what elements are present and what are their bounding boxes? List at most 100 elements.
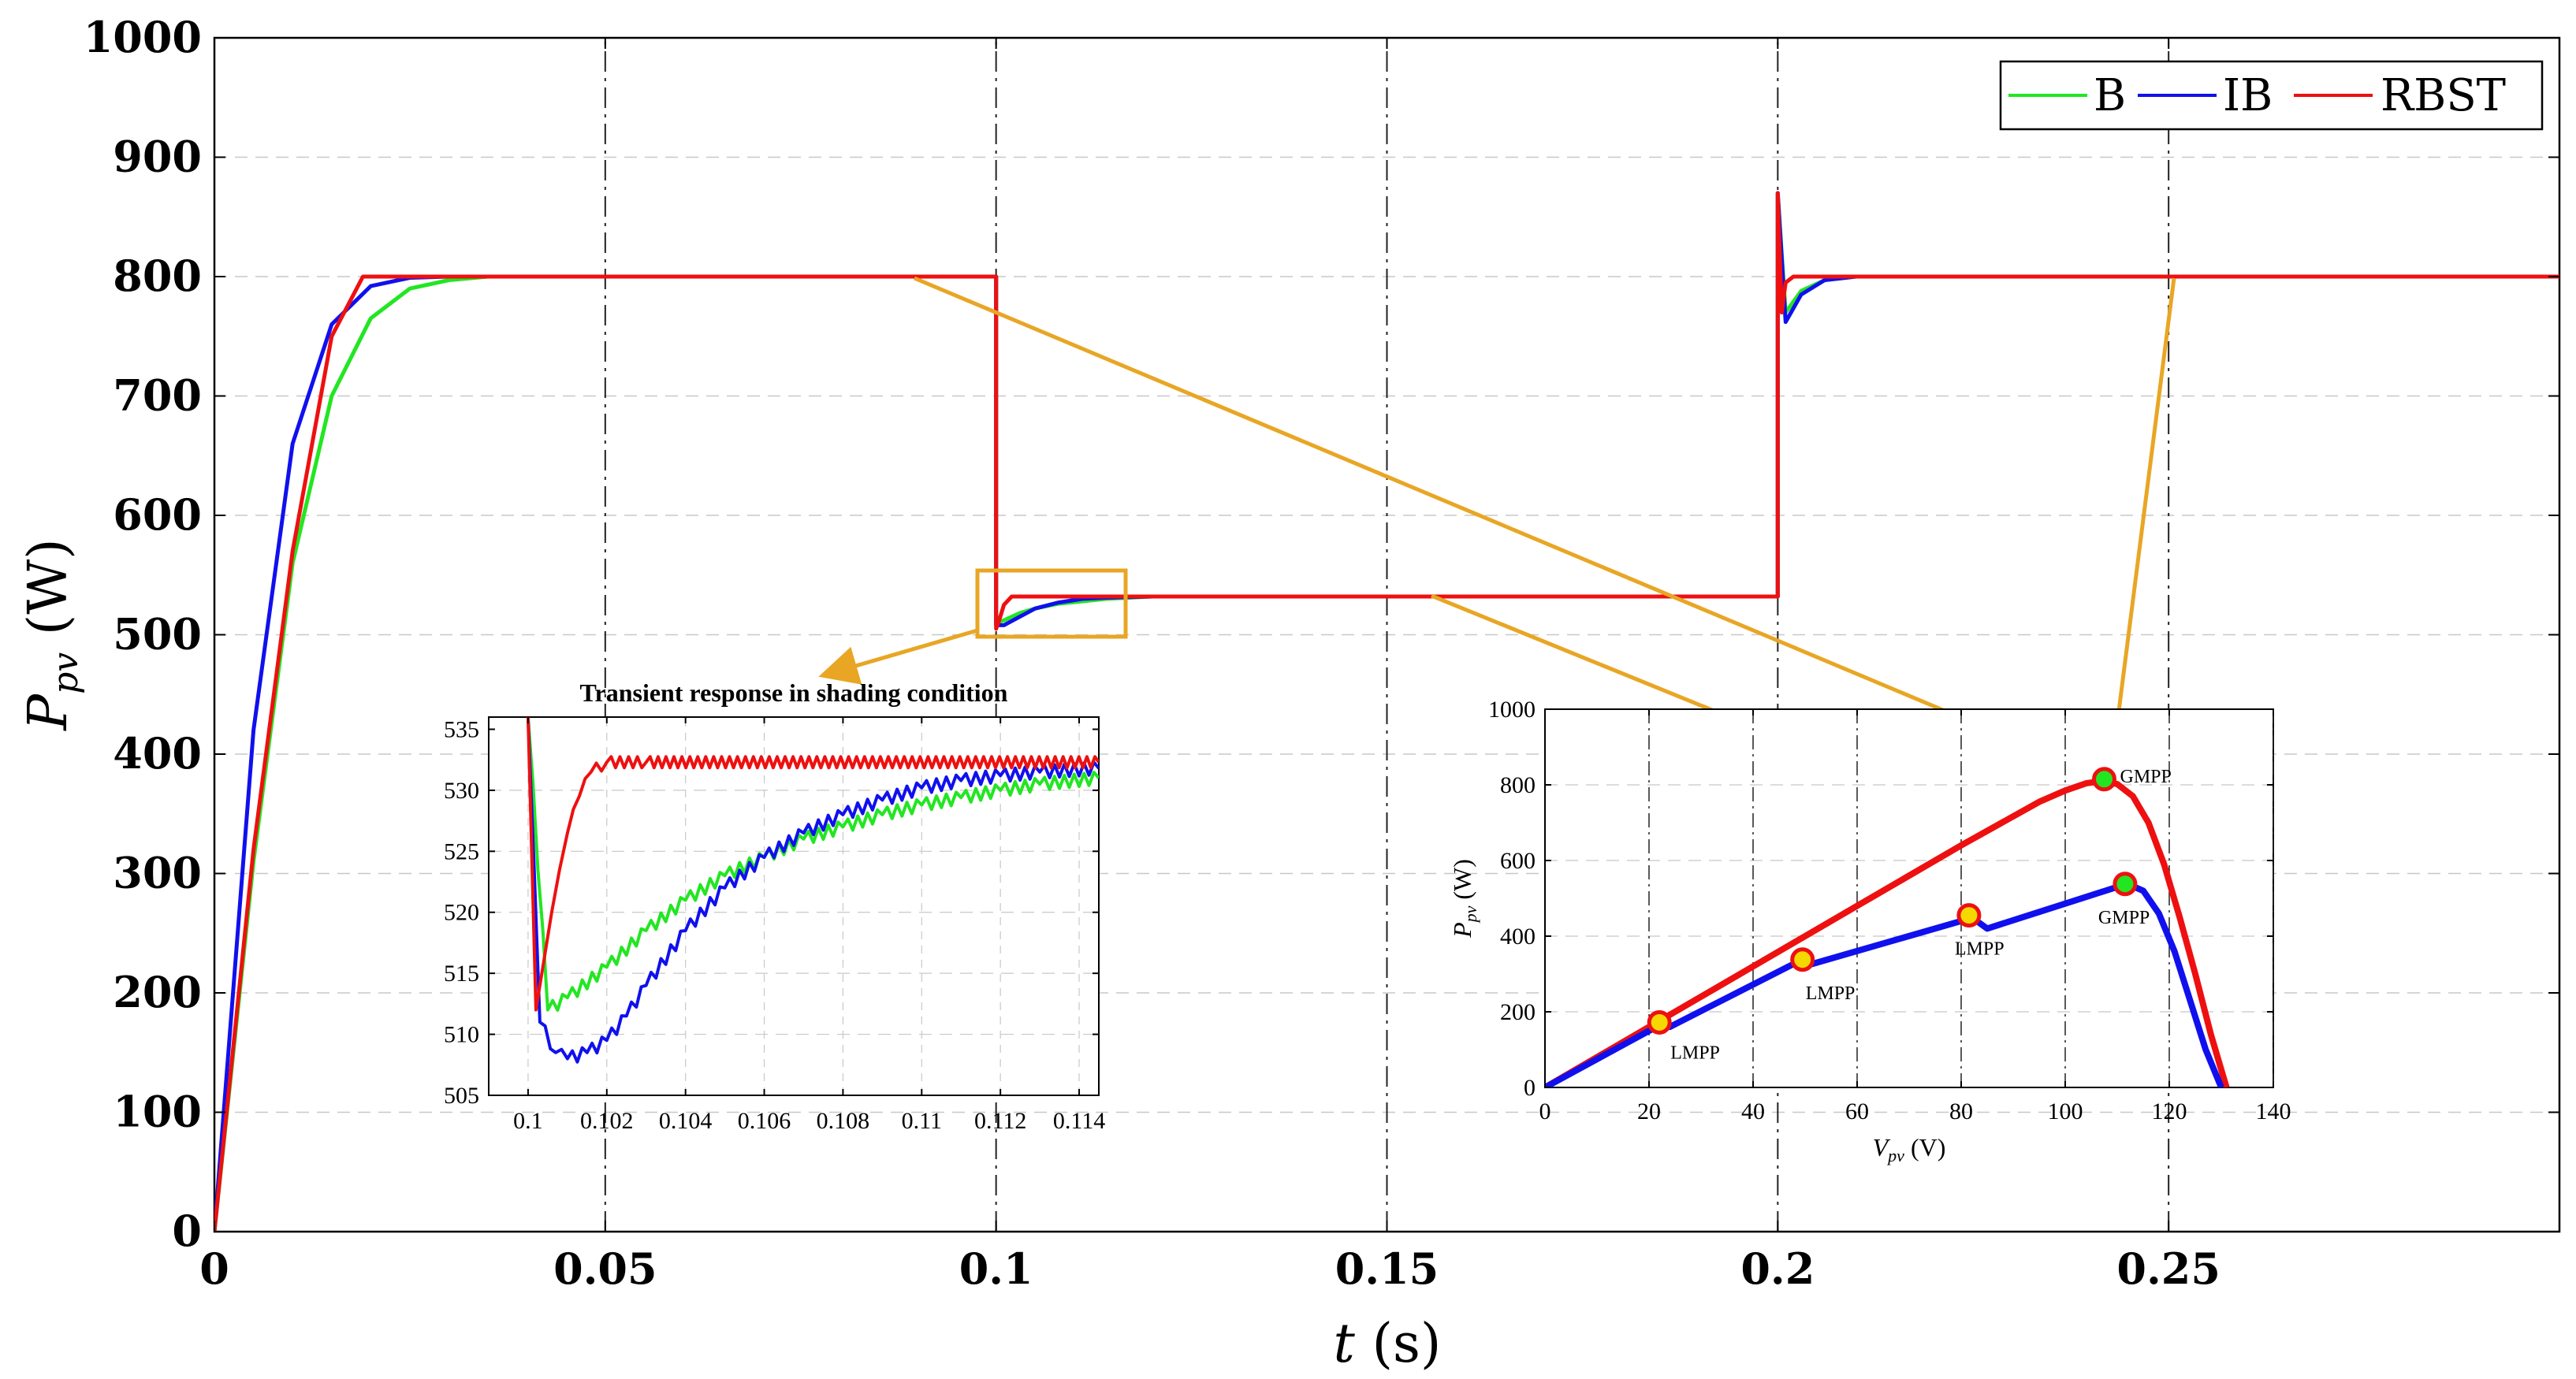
x-tick-label: 0.1 [959,1243,1033,1294]
arrow-uniform-to-gmpp [914,276,2105,781]
x-tick-label: 0.102 [580,1108,634,1134]
y-label-symbol: P [17,693,80,732]
x-tick-label: 140 [2256,1098,2291,1124]
x-tick-label: 0.25 [2116,1243,2220,1294]
arrow-zoom-to-inset [818,628,978,685]
x-tick-label: 40 [1741,1098,1765,1124]
y-tick-label: 900 [113,132,202,182]
main-chart: 0 0.05 0.1 0.15 0.2 0.25 01002003004005006007… [17,12,2561,1375]
inset-pv-x-axis-label: Vpv (V) [1873,1133,1946,1165]
mpp-label: LMPP [1806,983,1856,1004]
x-tick-label: 60 [1845,1098,1869,1124]
x-label-symbol: t [1334,1313,1356,1375]
inset-transient-series-rbst [526,717,1099,1012]
x-tick-label: 0.108 [817,1108,870,1134]
y-tick-label: 520 [444,900,479,926]
x-tick-label: 0.114 [1053,1108,1105,1134]
y-tick-label: 100 [113,1087,202,1137]
y-tick-label: 505 [444,1083,479,1109]
y-label-subscript: pv [46,652,86,694]
inset-transient-series-ib [526,717,1099,1064]
y-tick-label: 535 [444,716,479,742]
y-tick-label: 400 [113,728,202,779]
x-tick-label: 0.11 [902,1108,942,1134]
y-tick-label: 800 [113,251,202,301]
x-tick-label: 0.2 [1740,1243,1815,1294]
pv-y-label-symbol: P [1448,922,1476,939]
main-series-ib [214,191,2559,1232]
inset-transient-x-ticks: 0.1 0.102 0.104 0.106 0.108 0.11 0.112 0.114 [513,717,1105,1134]
mpp-marker [1956,903,1982,928]
pv-x-label-symbol: V [1873,1133,1891,1162]
y-tick-label: 800 [1500,772,1536,798]
x-tick-label: 0.15 [1335,1243,1439,1294]
legend: B IB RBST [1999,60,2544,131]
y-tick-label: 1000 [1488,697,1536,723]
pv-x-label-unit: (V) [1904,1133,1945,1162]
inset-pv-markers: LMPP LMPP LMPP GMPP GMPP [1647,767,2172,1063]
y-tick-label: 400 [1500,924,1536,950]
mpp-marker [1790,947,1815,972]
pv-y-label-unit: (W) [1448,859,1476,906]
arrow-recovered-to-gmpp [2097,277,2176,768]
y-tick-label: 300 [113,848,202,898]
y-tick-label: 700 [113,370,202,421]
mpp-marker [2092,767,2116,792]
x-tick-label: 0.1 [513,1108,543,1134]
y-tick-label: 1000 [84,12,202,62]
inset-transient-title: Transient response in shading condition [580,678,1008,707]
x-tick-label: 0 [199,1243,229,1294]
x-tick-label: 0.05 [553,1243,657,1294]
inset-transient-plot-area [488,716,1100,1096]
y-tick-label: 0 [172,1206,202,1256]
y-label-unit: (W) [17,538,80,652]
inset-pv-y-axis-label: Ppv (W) [1448,859,1480,939]
legend-label-RBST: RBST [2381,70,2506,121]
x-tick-label: 20 [1637,1098,1661,1124]
inset-transient-series-b [526,717,1099,1012]
mpp-label: LMPP [1670,1043,1720,1063]
main-y-axis-label: Ppv (W) [17,538,86,731]
y-tick-label: 600 [1500,848,1536,874]
inset-transient-grid [489,717,1099,1095]
legend-label-IB: IB [2223,70,2273,121]
main-x-ticks: 0 0.05 0.1 0.15 0.2 0.25 [199,38,2220,1294]
x-tick-label: 100 [2048,1098,2083,1124]
y-tick-label: 525 [444,838,479,864]
y-tick-label: 200 [113,967,202,1017]
mpp-label: GMPP [2120,767,2172,787]
y-tick-label: 510 [444,1022,479,1048]
x-label-unit: (s) [1355,1313,1442,1375]
x-tick-label: 120 [2152,1098,2187,1124]
y-tick-label: 0 [1524,1075,1536,1101]
inset-transient-series [526,717,1099,1064]
legend-label-B: B [2094,70,2126,121]
main-series-rbst [214,191,2559,1232]
zoom-region-box [975,568,1128,639]
x-tick-label: 80 [1949,1098,1973,1124]
mpp-marker [1647,1009,1672,1035]
pv-y-label-subscript: pv [1461,905,1480,924]
y-tick-label: 200 [1500,999,1536,1025]
inset-pv-x-ticks: 0 20 40 60 80 100 120 140 [1539,709,2291,1124]
x-tick-label: 0.106 [738,1108,791,1134]
inset-pv-y-ticks: 0 200 400 600 800 1000 [1488,697,2273,1101]
y-tick-label: 515 [444,961,479,987]
inset-transient-y-ticks: 505 510 515 520 525 530 535 [444,716,1099,1109]
pv-x-label-subscript: pv [1886,1146,1904,1165]
x-tick-label: 0.104 [659,1108,713,1134]
mpp-label: LMPP [1955,939,2005,960]
y-tick-label: 500 [113,609,202,660]
mpp-marker [2113,872,2138,897]
inset-transient-chart: 0.1 0.102 0.104 0.106 0.108 0.11 0.112 0.114 50… [444,678,1105,1134]
y-tick-label: 600 [113,489,202,540]
mpp-label: GMPP [2098,908,2150,928]
y-tick-label: 530 [444,778,479,804]
main-series [214,191,2559,1232]
main-x-axis-label: t (s) [1334,1313,1442,1375]
x-tick-label: 0 [1539,1098,1551,1124]
x-tick-label: 0.112 [974,1108,1026,1134]
legend-box [1999,60,2544,131]
